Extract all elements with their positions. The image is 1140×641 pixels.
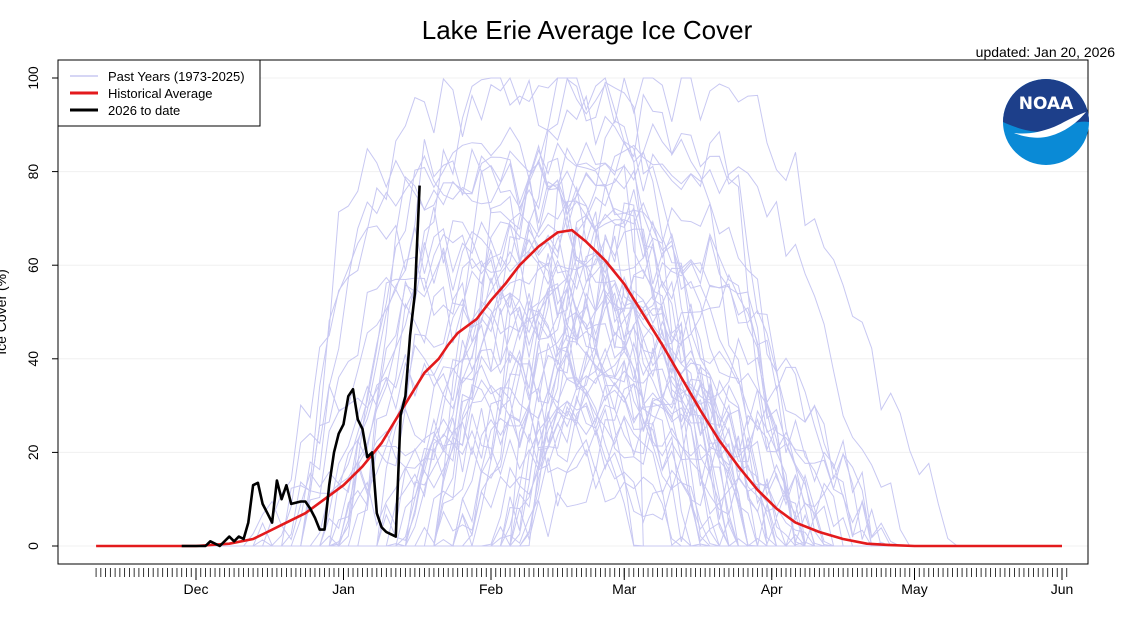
main-series <box>96 185 1062 548</box>
past-year-line <box>196 206 1005 547</box>
noaa-logo-text: NOAA <box>1019 94 1074 114</box>
x-tick-label: Mar <box>612 581 636 597</box>
past-year-line <box>196 362 1005 547</box>
past-year-line <box>196 120 1005 547</box>
x-tick-label: Feb <box>479 581 503 597</box>
past-year-line <box>196 144 1005 547</box>
past-year-line <box>196 158 1005 547</box>
noaa-logo: NOAA <box>1003 79 1089 165</box>
past-year-line <box>196 370 1005 547</box>
past-year-line <box>196 77 1005 547</box>
past-year-line <box>196 290 1005 547</box>
grid-lines <box>58 77 1088 547</box>
past-year-line <box>196 383 1005 547</box>
axes: 0 20 40 60 80 100 Dec Jan Feb Mar Apr May Jun <box>25 66 1073 597</box>
past-year-line <box>196 154 1005 547</box>
x-tick-label: Jun <box>1051 581 1074 597</box>
legend-label-historical-average: Historical Average <box>108 86 213 101</box>
legend-label-2026: 2026 to date <box>108 103 180 118</box>
legend: Past Years (1973-2025) Historical Averag… <box>57 59 261 127</box>
y-tick-label: 20 <box>25 444 41 460</box>
past-year-line <box>196 232 1005 548</box>
past-year-line <box>196 228 1005 547</box>
y-tick-label: 80 <box>25 164 41 180</box>
x-tick-label: Apr <box>761 581 783 597</box>
past-year-line <box>196 250 1005 547</box>
past-years-series <box>196 76 1005 548</box>
series-historical-average <box>96 228 1062 548</box>
y-tick-label: 60 <box>25 257 41 273</box>
legend-label-past-years: Past Years (1973-2025) <box>108 69 245 84</box>
y-axis-label: Ice Cover (%) <box>0 269 9 355</box>
past-year-line <box>196 288 1005 547</box>
past-year-line <box>196 465 1005 547</box>
y-tick-label: 40 <box>25 351 41 367</box>
x-tick-label: Dec <box>184 581 209 597</box>
y-tick-label: 100 <box>25 66 41 90</box>
plot-frame <box>57 59 1089 565</box>
past-year-line <box>196 122 1005 547</box>
updated-label: updated: Jan 20, 2026 <box>976 44 1116 60</box>
y-tick-label: 0 <box>25 542 41 550</box>
x-tick-label: Jan <box>332 581 355 597</box>
series-2026-to-date <box>181 185 421 548</box>
chart-title: Lake Erie Average Ice Cover <box>422 15 753 45</box>
x-tick-label: May <box>901 581 927 597</box>
